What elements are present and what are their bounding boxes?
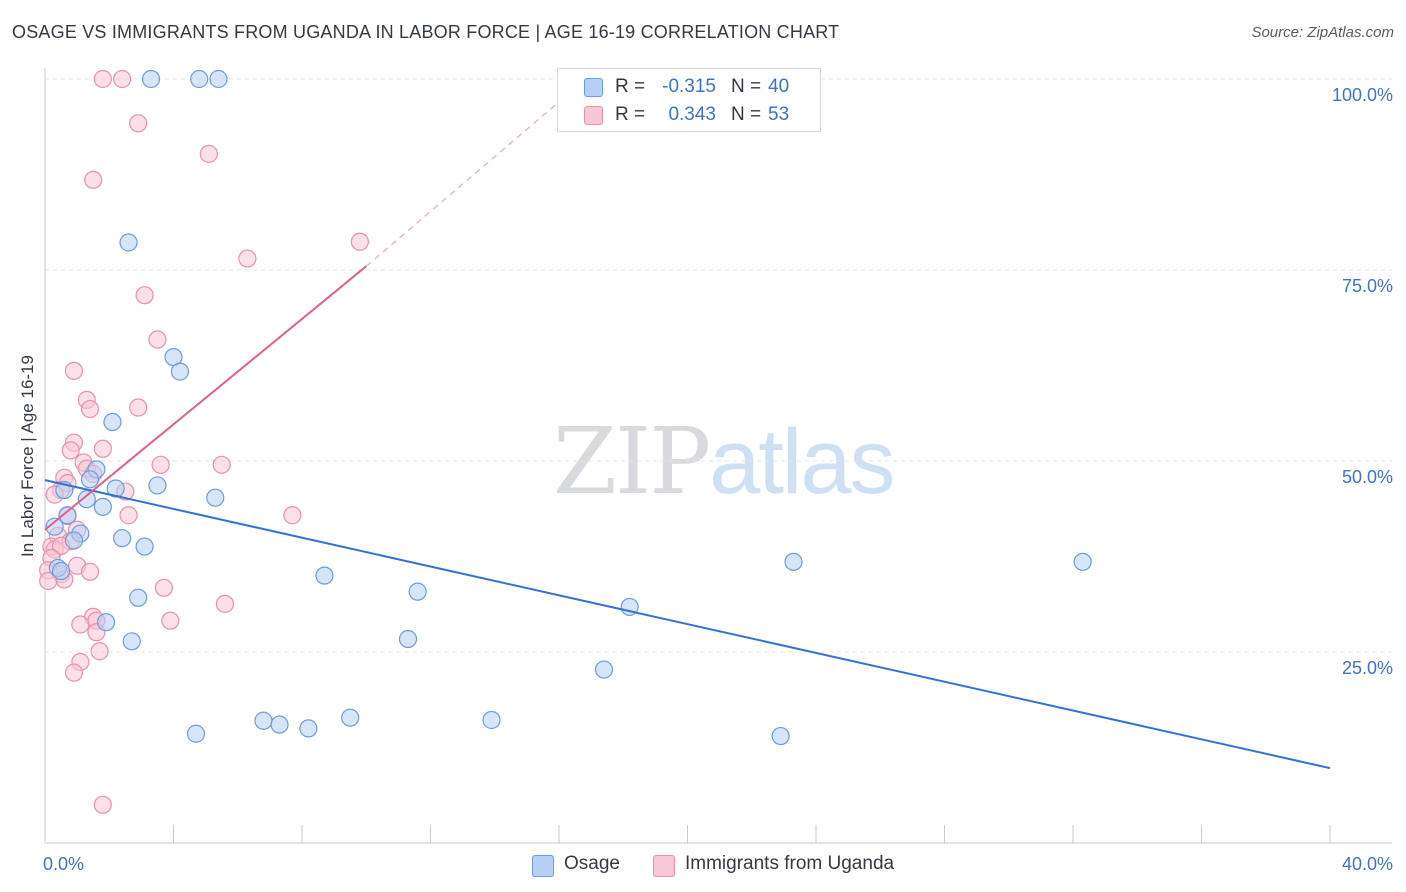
osage-point (96, 613, 116, 632)
uganda-point (283, 506, 302, 525)
osage-point (112, 529, 132, 548)
uganda-point (154, 578, 173, 597)
x-tick-label-max: 40.0% (1342, 854, 1393, 874)
osage-point (206, 488, 225, 507)
osage-point (771, 726, 790, 746)
chart-title: OSAGE VS IMMIGRANTS FROM UGANDA IN LABOR… (12, 22, 840, 42)
y-tick-label: 25.0% (1342, 658, 1393, 678)
n-label: N = (731, 104, 762, 125)
n-value-uganda: 53 (768, 104, 790, 125)
legend-row-uganda: R = 0.343 N = 53 (558, 101, 820, 129)
y-tick-label: 100.0% (1332, 85, 1393, 105)
axes (44, 68, 1392, 844)
y-tick-label: 75.0% (1342, 276, 1393, 296)
legend-label-osage: Osage (564, 853, 620, 874)
osage-point (51, 561, 71, 581)
osage-point (186, 724, 206, 743)
osage-point (1073, 552, 1092, 571)
r-value-osage: -0.315 (662, 76, 716, 97)
uganda-point (71, 615, 90, 634)
uganda-point (129, 398, 148, 417)
uganda-point (93, 439, 112, 458)
uganda-point (39, 571, 58, 591)
y-tick-label: 50.0% (1342, 467, 1393, 487)
osage-point (148, 476, 167, 495)
uganda-point (93, 69, 112, 89)
r-label: R = (615, 76, 646, 97)
uganda-point (161, 611, 180, 630)
series-uganda-points (39, 69, 369, 814)
uganda-point (148, 330, 167, 349)
uganda-point (93, 795, 112, 814)
uganda-point (199, 144, 218, 163)
osage-point (190, 69, 209, 89)
n-label: N = (731, 76, 762, 97)
osage-point (398, 629, 418, 649)
watermark: ZIPatlas (553, 408, 896, 515)
trend-lines (44, 101, 1331, 770)
legend-row-osage: R = -0.315 N = 40 (558, 73, 820, 101)
uganda-point (64, 663, 84, 682)
osage-point (77, 490, 96, 509)
osage-point (482, 710, 501, 730)
osage-point (594, 660, 614, 679)
osage-trend-line (44, 479, 1331, 770)
uganda-point (90, 642, 109, 661)
uganda-point (215, 594, 234, 613)
watermark-atlas: atlas (709, 411, 895, 513)
tick-labels: 25.0% 50.0% 75.0% 100.0% 0.0% 40.0% (43, 85, 1393, 874)
osage-point (64, 531, 84, 550)
series-legend: Osage Immigrants from Uganda (0, 852, 1406, 878)
osage-swatch (584, 78, 603, 97)
osage-point (141, 69, 161, 89)
uganda-point (64, 361, 84, 380)
uganda-point (151, 455, 170, 474)
uganda-legend-swatch (653, 855, 675, 877)
osage-point (784, 552, 803, 571)
uganda-trend-extension (365, 101, 560, 267)
osage-point (341, 708, 360, 727)
legend-label-uganda: Immigrants from Uganda (685, 853, 895, 874)
osage-point (135, 537, 154, 556)
osage-point (270, 715, 289, 734)
uganda-trend-line (44, 265, 367, 531)
grid-lines (45, 78, 1392, 653)
osage-point (170, 362, 190, 381)
uganda-point (212, 455, 231, 474)
uganda-point (80, 562, 100, 581)
osage-point (315, 566, 334, 585)
x-tick-label-min: 0.0% (43, 854, 84, 874)
osage-legend-swatch (532, 855, 554, 877)
series-osage-points (45, 69, 1092, 746)
uganda-point (119, 506, 138, 525)
osage-point (103, 412, 122, 432)
r-label: R = (615, 104, 646, 125)
uganda-point (135, 286, 154, 305)
osage-point (122, 632, 141, 651)
osage-point (119, 233, 138, 252)
uganda-point (61, 441, 80, 460)
uganda-point (84, 170, 103, 189)
correlation-legend: R = -0.315 N = 40 R = 0.343 N = 53 (557, 68, 821, 132)
osage-point (80, 470, 100, 489)
uganda-point (112, 69, 132, 89)
osage-point (408, 582, 427, 601)
osage-point (106, 479, 125, 498)
osage-point (209, 69, 228, 89)
uganda-swatch (584, 106, 603, 125)
uganda-point (129, 114, 148, 133)
osage-point (45, 517, 64, 536)
osage-point (299, 719, 318, 738)
osage-point (93, 497, 112, 516)
uganda-point (80, 399, 100, 419)
uganda-point (350, 232, 369, 251)
r-value-uganda: 0.343 (668, 104, 716, 125)
osage-point (58, 506, 77, 525)
osage-point (129, 588, 148, 607)
n-value-osage: 40 (768, 76, 790, 97)
osage-point (254, 711, 273, 730)
source-label: Source: ZipAtlas.com (1251, 24, 1394, 41)
uganda-point (238, 249, 257, 268)
